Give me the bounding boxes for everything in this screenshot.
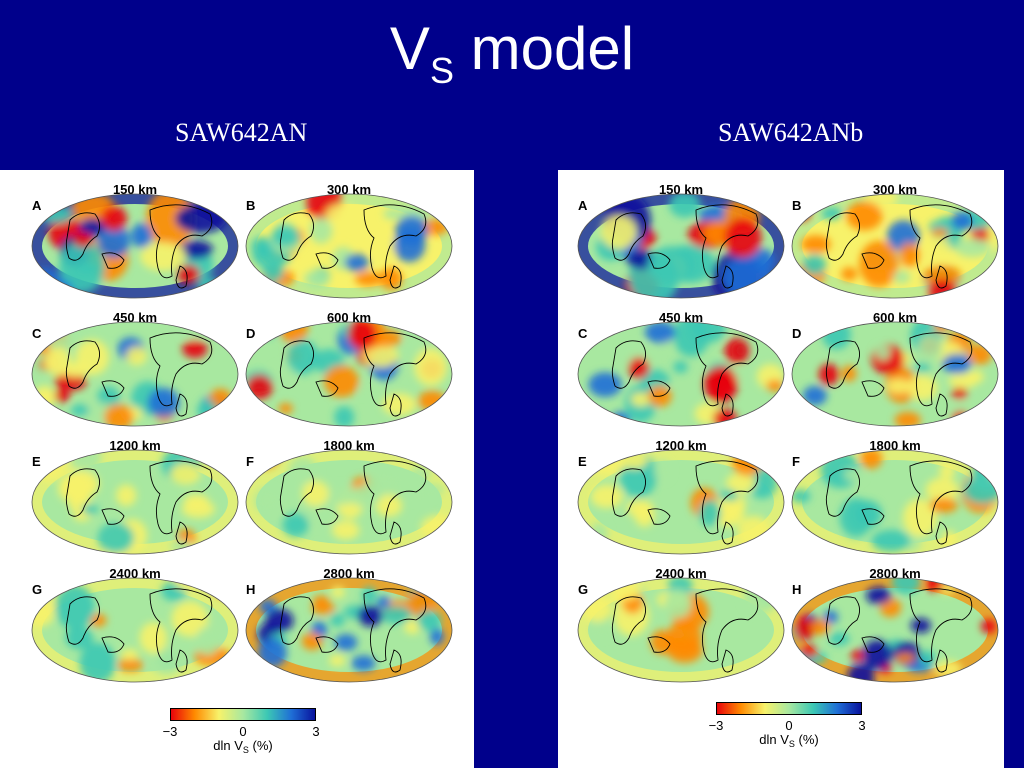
colorbar: −3 0 3 dln VS (%) bbox=[709, 702, 866, 754]
map-cell-b: 300 km B bbox=[790, 176, 1000, 304]
map-letter: H bbox=[246, 582, 256, 597]
map-letter: E bbox=[32, 454, 41, 469]
colorbar-caption: dln VS (%) bbox=[759, 732, 819, 749]
tomography-map bbox=[791, 449, 999, 555]
map-cell-c: 450 km C bbox=[576, 304, 786, 432]
map-depth-label: 2800 km bbox=[323, 566, 375, 581]
tomography-map bbox=[31, 449, 239, 555]
map-depth-label: 1800 km bbox=[323, 438, 375, 453]
map-depth-label: 2400 km bbox=[109, 566, 161, 581]
map-depth-label: 150 km bbox=[658, 182, 704, 197]
tomography-map bbox=[245, 577, 453, 683]
map-depth-label: 600 km bbox=[872, 310, 918, 325]
colorbar-tick: −3 bbox=[162, 724, 178, 739]
title-main: V bbox=[389, 15, 430, 82]
map-letter: D bbox=[792, 326, 802, 341]
left-figure-panel: 150 km A 300 km B 450 km C 600 km D 1200 km E 1800… bbox=[0, 170, 474, 768]
map-cell-e: 1200 km E bbox=[576, 432, 786, 560]
slide-title: VS model bbox=[0, 14, 1024, 106]
map-cell-a: 150 km A bbox=[30, 176, 240, 304]
map-letter: F bbox=[792, 454, 800, 469]
tomography-map bbox=[577, 577, 785, 683]
tomography-map bbox=[31, 577, 239, 683]
map-cell-e: 1200 km E bbox=[30, 432, 240, 560]
map-depth-label: 1200 km bbox=[655, 438, 707, 453]
map-cell-a: 150 km A bbox=[576, 176, 786, 304]
map-cell-f: 1800 km F bbox=[790, 432, 1000, 560]
title-rest: model bbox=[453, 15, 635, 82]
map-depth-label: 450 km bbox=[112, 310, 158, 325]
map-depth-label: 450 km bbox=[658, 310, 704, 325]
map-depth-label: 1200 km bbox=[109, 438, 161, 453]
map-cell-b: 300 km B bbox=[244, 176, 454, 304]
tomography-map bbox=[31, 193, 239, 299]
right-model-heading: SAW642ANb bbox=[718, 118, 864, 147]
tomography-map bbox=[577, 193, 785, 299]
tomography-map bbox=[577, 449, 785, 555]
map-depth-label: 150 km bbox=[112, 182, 158, 197]
map-letter: H bbox=[792, 582, 802, 597]
map-letter: F bbox=[246, 454, 254, 469]
colorbar-tick: 3 bbox=[858, 718, 866, 733]
map-cell-f: 1800 km F bbox=[244, 432, 454, 560]
title-subscript: S bbox=[429, 50, 454, 91]
tomography-map bbox=[791, 193, 999, 299]
map-depth-label: 2400 km bbox=[655, 566, 707, 581]
map-depth-label: 300 km bbox=[326, 182, 372, 197]
map-cell-g: 2400 km G bbox=[30, 560, 240, 688]
colorbar-gradient bbox=[170, 708, 316, 721]
colorbar: −3 0 3 dln VS (%) bbox=[163, 708, 320, 760]
map-cell-h: 2800 km H bbox=[790, 560, 1000, 688]
map-depth-label: 1800 km bbox=[869, 438, 921, 453]
tomography-map bbox=[791, 321, 999, 427]
map-depth-label: 600 km bbox=[326, 310, 372, 325]
colorbar-tick: 3 bbox=[312, 724, 320, 739]
map-letter: G bbox=[32, 582, 43, 597]
colorbar-tick: −3 bbox=[708, 718, 724, 733]
right-figure-panel: 150 km A 300 km B 450 km C 600 km D 1200 km E 1800… bbox=[558, 170, 1004, 768]
map-letter: D bbox=[246, 326, 256, 341]
map-cell-c: 450 km C bbox=[30, 304, 240, 432]
left-model-heading: SAW642AN bbox=[175, 118, 308, 147]
colorbar-gradient bbox=[716, 702, 862, 715]
map-depth-label: 300 km bbox=[872, 182, 918, 197]
map-letter: E bbox=[578, 454, 587, 469]
map-letter: A bbox=[578, 198, 588, 213]
tomography-map bbox=[791, 577, 999, 683]
map-depth-label: 2800 km bbox=[869, 566, 921, 581]
map-letter: C bbox=[32, 326, 42, 341]
tomography-map bbox=[31, 321, 239, 427]
tomography-map bbox=[245, 321, 453, 427]
map-cell-d: 600 km D bbox=[244, 304, 454, 432]
tomography-map bbox=[245, 193, 453, 299]
map-letter: C bbox=[578, 326, 588, 341]
map-cell-g: 2400 km G bbox=[576, 560, 786, 688]
map-letter: G bbox=[578, 582, 589, 597]
map-cell-d: 600 km D bbox=[790, 304, 1000, 432]
tomography-map bbox=[577, 321, 785, 427]
map-cell-h: 2800 km H bbox=[244, 560, 454, 688]
map-letter: B bbox=[246, 198, 256, 213]
colorbar-tick: 0 bbox=[785, 718, 793, 733]
map-letter: B bbox=[792, 198, 802, 213]
colorbar-caption: dln VS (%) bbox=[213, 738, 273, 755]
map-letter: A bbox=[32, 198, 42, 213]
tomography-map bbox=[245, 449, 453, 555]
colorbar-tick: 0 bbox=[239, 724, 247, 739]
